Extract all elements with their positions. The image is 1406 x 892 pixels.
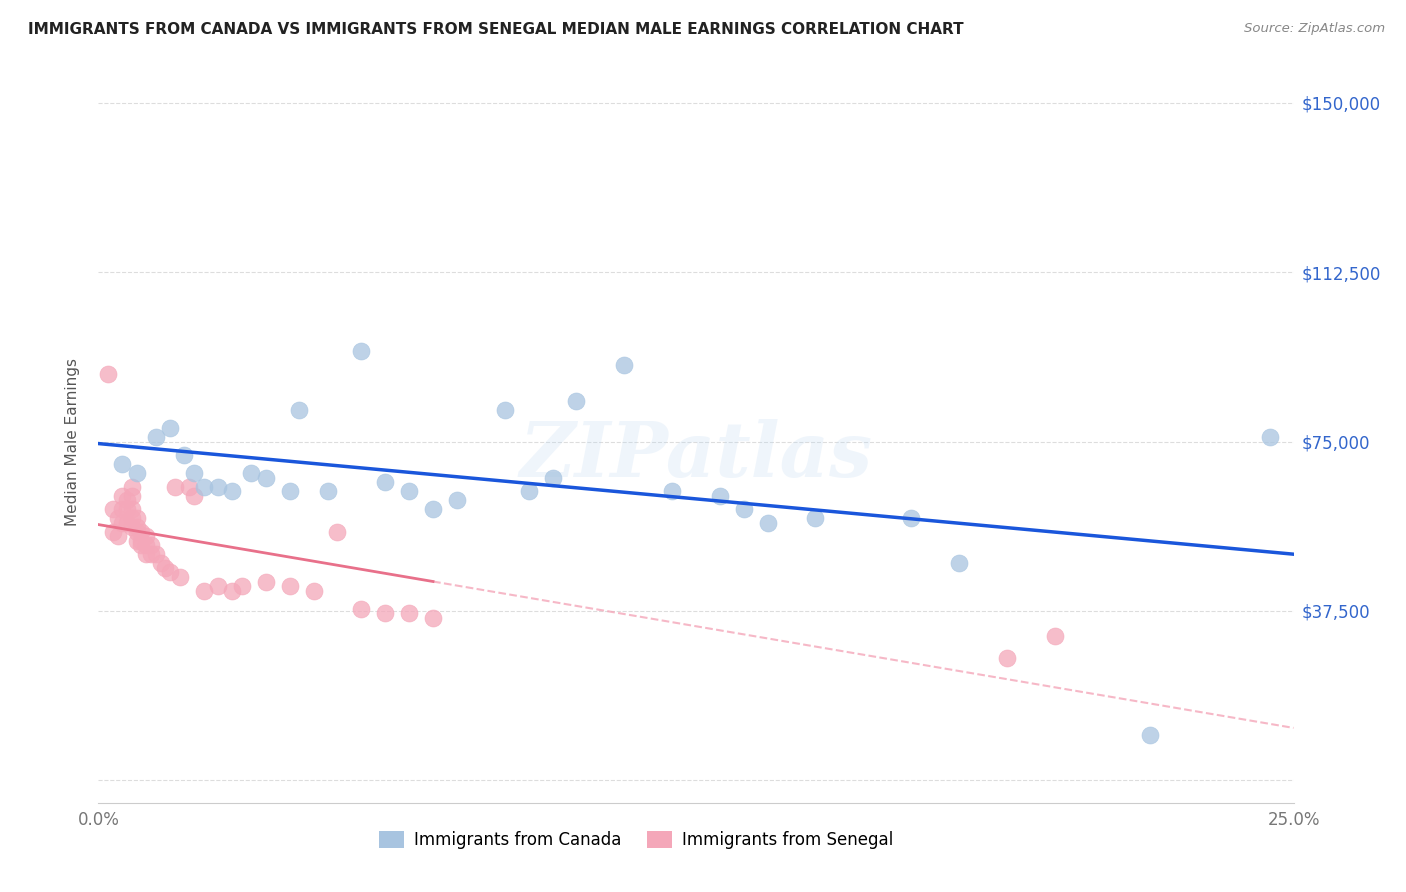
Point: [278, 579, 301, 593]
Point: [948, 557, 970, 571]
Point: [131, 538, 153, 552]
Point: [254, 574, 277, 589]
Point: [135, 538, 157, 552]
Point: [135, 548, 157, 562]
Point: [193, 583, 215, 598]
Point: [111, 516, 134, 530]
Point: [107, 511, 129, 525]
Point: [155, 561, 177, 575]
Point: [422, 502, 444, 516]
Point: [422, 610, 444, 624]
Point: [111, 489, 134, 503]
Point: [169, 570, 191, 584]
Point: [231, 579, 253, 593]
Point: [131, 524, 153, 539]
Point: [149, 557, 172, 571]
Text: Source: ZipAtlas.com: Source: ZipAtlas.com: [1244, 22, 1385, 36]
Point: [446, 493, 468, 508]
Point: [398, 606, 420, 620]
Point: [101, 524, 124, 539]
Point: [613, 358, 636, 372]
Point: [1139, 728, 1161, 742]
Point: [756, 516, 779, 530]
Point: [254, 470, 277, 484]
Point: [121, 480, 143, 494]
Point: [733, 502, 755, 516]
Point: [101, 502, 124, 516]
Point: [97, 367, 120, 381]
Point: [995, 651, 1018, 665]
Point: [139, 548, 162, 562]
Point: [125, 533, 148, 548]
Point: [115, 493, 138, 508]
Point: [121, 520, 143, 534]
Point: [159, 421, 181, 435]
Point: [173, 448, 195, 462]
Point: [565, 393, 588, 408]
Point: [278, 484, 301, 499]
Point: [804, 511, 827, 525]
Point: [179, 480, 201, 494]
Point: [374, 475, 396, 490]
Point: [661, 484, 683, 499]
Point: [115, 502, 138, 516]
Point: [541, 470, 564, 484]
Point: [374, 606, 396, 620]
Text: ZIPatlas: ZIPatlas: [519, 419, 873, 493]
Point: [131, 533, 153, 548]
Point: [183, 489, 205, 503]
Point: [207, 480, 229, 494]
Point: [1258, 430, 1281, 444]
Point: [900, 511, 922, 525]
Point: [517, 484, 540, 499]
Point: [159, 566, 181, 580]
Point: [145, 430, 167, 444]
Y-axis label: Median Male Earnings: Median Male Earnings: [65, 358, 80, 525]
Point: [350, 344, 373, 359]
Point: [302, 583, 325, 598]
Point: [316, 484, 339, 499]
Point: [221, 583, 243, 598]
Point: [125, 466, 148, 480]
Point: [135, 529, 157, 543]
Point: [207, 579, 229, 593]
Point: [494, 403, 516, 417]
Point: [111, 502, 134, 516]
Point: [398, 484, 420, 499]
Point: [288, 403, 311, 417]
Point: [163, 480, 186, 494]
Point: [709, 489, 731, 503]
Point: [240, 466, 263, 480]
Point: [221, 484, 243, 499]
Text: IMMIGRANTS FROM CANADA VS IMMIGRANTS FROM SENEGAL MEDIAN MALE EARNINGS CORRELATI: IMMIGRANTS FROM CANADA VS IMMIGRANTS FRO…: [28, 22, 963, 37]
Point: [145, 548, 167, 562]
Point: [121, 489, 143, 503]
Point: [115, 516, 138, 530]
Point: [350, 601, 373, 615]
Point: [139, 538, 162, 552]
Point: [125, 511, 148, 525]
Point: [125, 520, 148, 534]
Point: [183, 466, 205, 480]
Point: [1043, 629, 1066, 643]
Point: [121, 511, 143, 525]
Point: [121, 502, 143, 516]
Point: [326, 524, 349, 539]
Legend: Immigrants from Canada, Immigrants from Senegal: Immigrants from Canada, Immigrants from …: [373, 824, 900, 856]
Point: [125, 524, 148, 539]
Point: [111, 457, 134, 471]
Point: [193, 480, 215, 494]
Point: [107, 529, 129, 543]
